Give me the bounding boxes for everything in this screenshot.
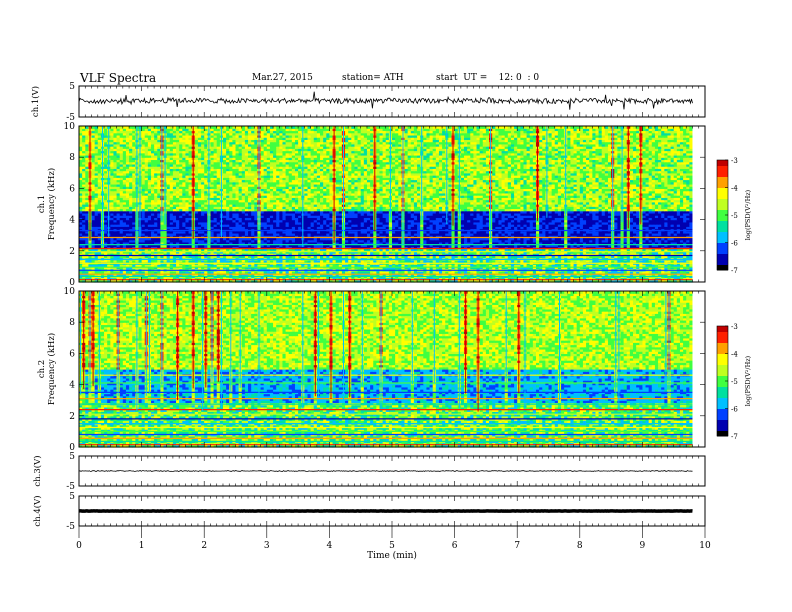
ch1-spectrogram	[79, 126, 705, 283]
